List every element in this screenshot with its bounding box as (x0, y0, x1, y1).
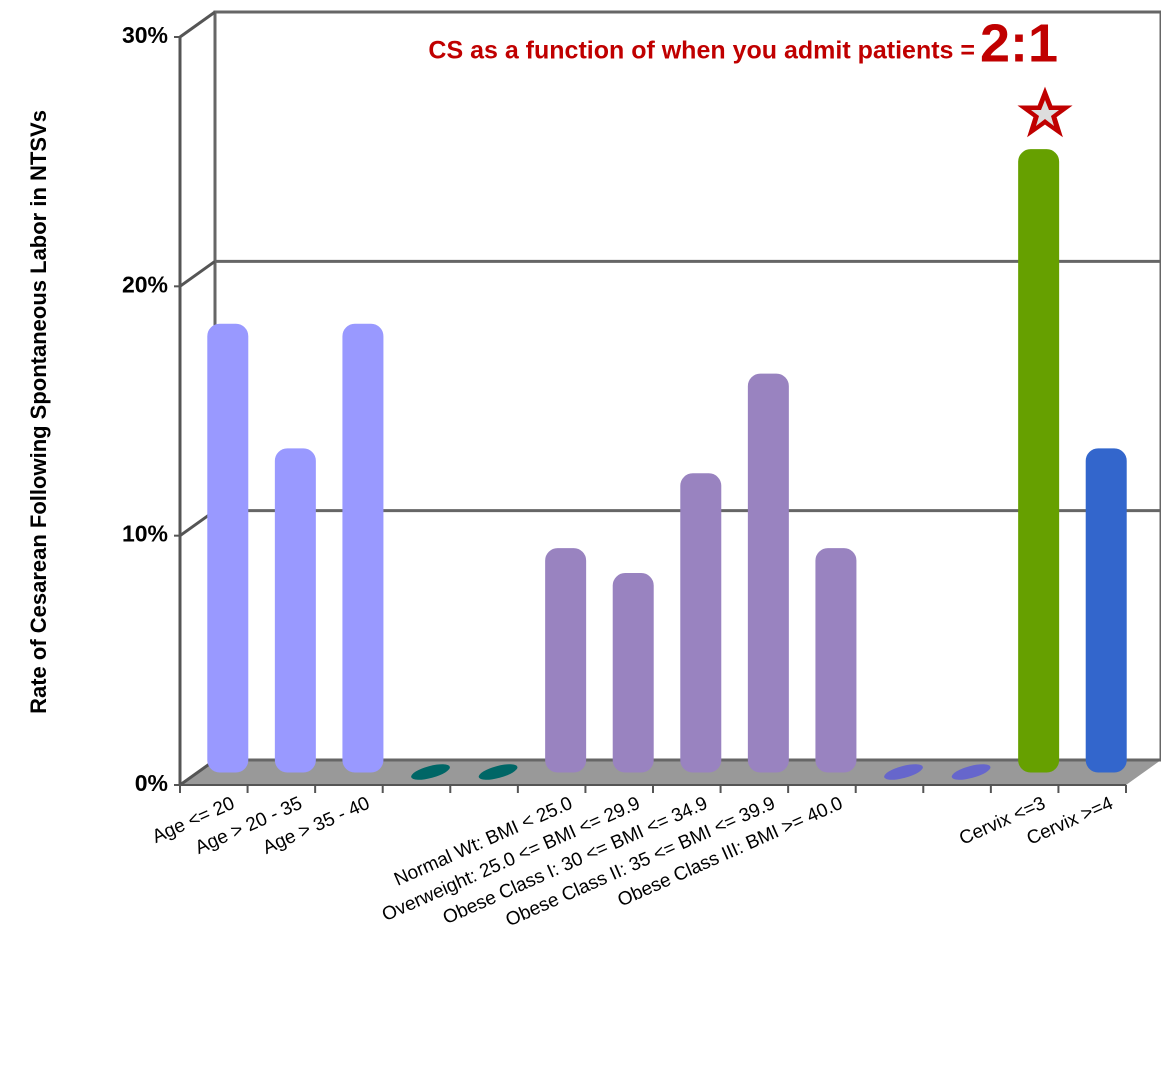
bar (411, 764, 450, 780)
y-tick-label: 20% (122, 271, 168, 297)
side-grid-line (179, 10, 216, 39)
bar (815, 548, 857, 773)
bar (478, 764, 518, 780)
bar (545, 548, 587, 773)
bar (1085, 448, 1127, 773)
y-tick-label: 0% (135, 770, 168, 796)
side-grid-line (179, 260, 216, 288)
annotation-emphasis: 2:1 (980, 13, 1058, 73)
bar (747, 373, 789, 773)
y-tick-label: 10% (122, 521, 168, 547)
bar (680, 473, 722, 773)
floor (180, 760, 1161, 785)
bar (342, 323, 384, 773)
bar (207, 323, 249, 773)
bar (884, 764, 923, 780)
y-axis-label: Rate of Cesarean Following Spontaneous L… (26, 110, 51, 714)
annotation: CS as a function of when you admit patie… (428, 37, 975, 65)
bar (1018, 149, 1060, 773)
bar (612, 573, 654, 773)
bar (274, 448, 316, 773)
bar (951, 764, 991, 780)
star-inner (1031, 100, 1059, 126)
y-tick-label: 30% (122, 22, 168, 48)
